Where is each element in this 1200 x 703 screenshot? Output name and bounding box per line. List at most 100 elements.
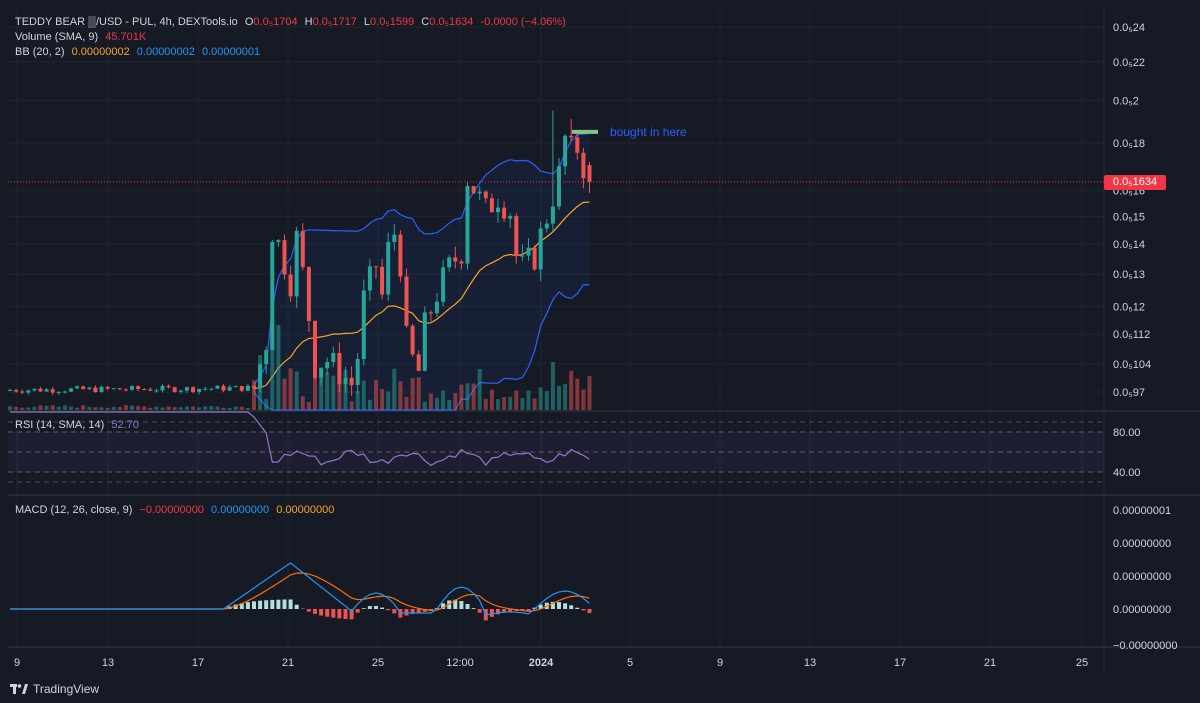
rsi-tick-label: 40.00: [1113, 467, 1141, 479]
volume-bar-25: [160, 407, 165, 410]
close-value: 0.0₅1634: [429, 16, 474, 28]
candle-body-48: [300, 230, 305, 268]
candle-body-25: [160, 385, 165, 391]
candle-body-76: [471, 186, 476, 194]
candle-body-91: [563, 135, 568, 167]
header-legend: TEDDY BEAR ▒/USD - PUL, 4h, DEXTools.io …: [15, 15, 570, 29]
macd-hist-bar-74: [459, 601, 464, 609]
candle-body-56: [349, 377, 354, 386]
macd-hist-bar-71: [441, 603, 446, 609]
candle-body-28: [178, 390, 183, 392]
bb-band-fill: [254, 133, 590, 411]
macd-legend: MACD (12, 26, close, 9) −0.00000000 0.00…: [15, 503, 338, 517]
price-tick-label: 0.0₅14: [1113, 239, 1145, 251]
candle-body-13: [87, 387, 92, 390]
open-value: 0.0₅1704: [253, 16, 298, 28]
candle-body-35: [221, 385, 226, 391]
macd-hist-bar-49: [306, 609, 311, 612]
macd-hist-bar-52: [325, 609, 330, 617]
macd-hist-bar-80: [496, 609, 500, 615]
volume-bar-60: [374, 379, 378, 410]
volume-bar-64: [398, 381, 403, 410]
macd-hist-bar-92: [569, 605, 574, 609]
volume-bar-19: [123, 405, 128, 410]
volume-bar-58: [361, 380, 366, 410]
candle-body-82: [508, 216, 513, 219]
rsi-tick-label: 80.00: [1113, 427, 1141, 439]
macd-line: [10, 562, 590, 616]
candle-body-87: [538, 228, 543, 270]
macd-hist-bar-82: [508, 609, 513, 612]
candle-body-33: [209, 388, 214, 390]
candle-body-10: [69, 388, 73, 392]
volume-bar-62: [386, 391, 391, 410]
volume-bar-10: [69, 406, 73, 410]
candle-body-11: [75, 386, 80, 389]
candle-body-30: [191, 387, 195, 392]
candle-body-53: [331, 352, 336, 363]
volume-bar-76: [471, 383, 476, 410]
volume-bar-65: [404, 396, 409, 410]
macd-hist-bar-54: [337, 609, 342, 619]
volume-bar-87: [538, 387, 543, 410]
candle-body-36: [227, 387, 232, 391]
volume-bar-78: [483, 398, 488, 410]
volume-bar-47: [294, 371, 299, 410]
candle-body-0: [8, 389, 12, 391]
bb-basis-value: 0.00000002: [71, 46, 130, 58]
volume-bar-46: [288, 368, 293, 410]
volume-bar-24: [154, 406, 159, 410]
tradingview-branding[interactable]: TradingView: [10, 682, 99, 696]
volume-bar-83: [514, 390, 519, 410]
price-tick-label: 0.0₅15: [1113, 211, 1145, 223]
volume-bar-13: [87, 406, 92, 410]
volume-bar-14: [93, 407, 98, 410]
macd-hist-bar-79: [489, 609, 494, 617]
macd-tick-label: 0.00000000: [1113, 538, 1171, 550]
macd-hist-bar-58: [361, 608, 366, 609]
volume-bar-42: [264, 398, 269, 410]
price-tick-label: 0.0₅2: [1113, 95, 1139, 107]
candle-body-77: [477, 191, 482, 194]
bb-legend: BB (20, 2) 0.00000002 0.00000002 0.00000…: [15, 45, 264, 59]
volume-bar-89: [550, 362, 555, 410]
rsi-line: [10, 411, 590, 467]
macd-legend-label: MACD (12, 26, close, 9): [15, 504, 133, 516]
volume-legend-label: Volume (SMA, 9): [15, 31, 99, 43]
volume-bar-44: [276, 325, 281, 410]
candle-body-63: [392, 234, 397, 242]
time-tick-label: 5: [627, 657, 633, 669]
time-tick-label: 9: [717, 657, 723, 669]
volume-bar-1: [14, 406, 19, 410]
candle-body-42: [264, 350, 269, 365]
macd-hist-bar-41: [258, 600, 263, 609]
macd-hist-bar-63: [392, 609, 397, 614]
volume-bar-69: [428, 393, 433, 410]
candle-body-20: [130, 386, 134, 390]
macd-hist-bar-89: [550, 601, 555, 609]
candle-body-45: [282, 240, 287, 275]
volume-bar-63: [392, 368, 397, 410]
volume-bar-0: [8, 406, 12, 410]
candle-body-19: [123, 389, 128, 391]
candle-body-55: [343, 377, 348, 385]
time-tick-label: 25: [1076, 657, 1088, 669]
macd-hist-bar-50: [313, 609, 317, 614]
volume-bar-23: [148, 407, 153, 410]
candle-body-17: [111, 388, 116, 390]
volume-bar-27: [172, 407, 177, 410]
price-tick-label: 0.0₅104: [1113, 359, 1151, 371]
candle-body-24: [154, 390, 159, 392]
volume-bar-52: [325, 372, 330, 410]
candle-body-44: [276, 240, 281, 242]
candle-body-57: [355, 358, 360, 386]
candle-body-60: [374, 266, 378, 268]
time-tick-label: 12:00: [446, 657, 474, 669]
volume-bar-2: [20, 407, 25, 410]
candle-body-54: [337, 352, 342, 385]
macd-tick-label: 0.00000000: [1113, 604, 1171, 616]
candle-body-93: [575, 137, 580, 153]
volume-bar-80: [496, 399, 500, 410]
volume-bar-84: [520, 398, 525, 410]
